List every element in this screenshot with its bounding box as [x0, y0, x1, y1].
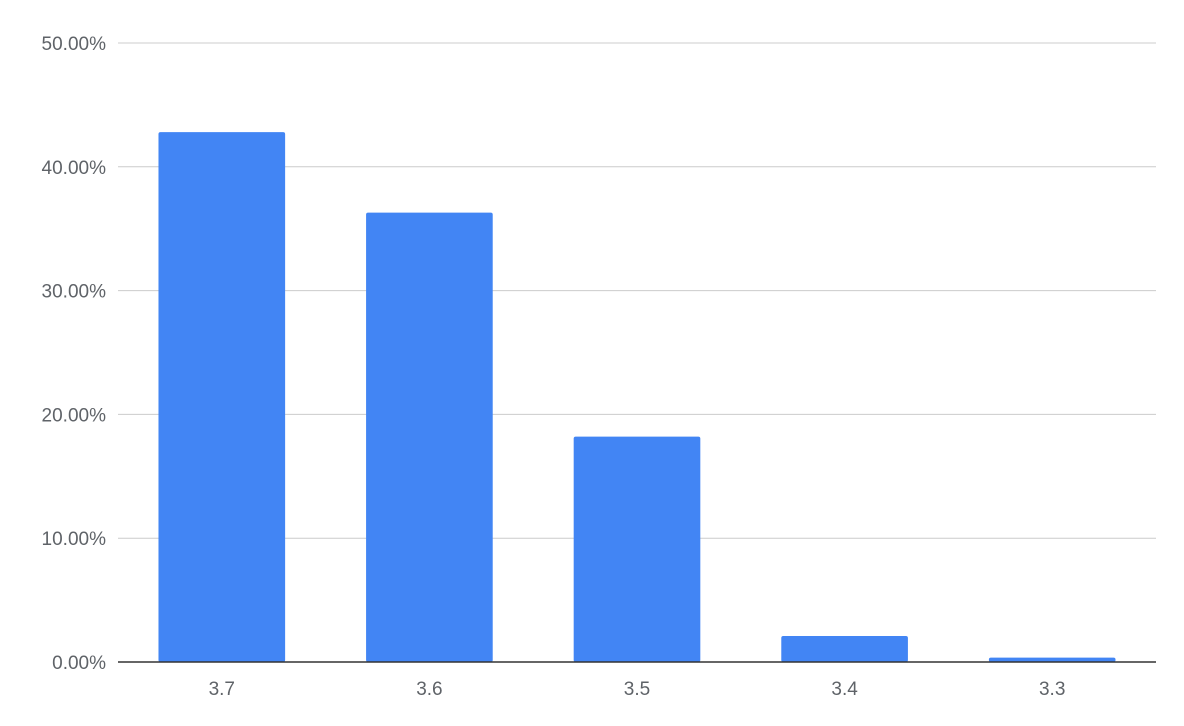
- y-tick-label: 30.00%: [42, 282, 107, 303]
- x-tick-label: 3.3: [1039, 679, 1065, 700]
- y-tick-label: 20.00%: [42, 405, 107, 426]
- bar-3-5: [573, 436, 701, 662]
- bar-3-6: [366, 212, 493, 662]
- x-tick-label: 3.5: [624, 679, 650, 700]
- bars: [158, 132, 1116, 663]
- bar-3-4: [781, 636, 908, 662]
- y-tick-label: 50.00%: [42, 34, 107, 55]
- bar-3-7: [158, 132, 286, 663]
- bar-3-3: [988, 657, 1116, 662]
- y-axis-tick-labels: 0.00% 10.00% 20.00% 30.00% 40.00% 50.00%: [42, 34, 107, 674]
- x-axis-tick-labels: 3.7 3.6 3.5 3.4 3.3: [209, 679, 1066, 700]
- x-tick-label: 3.7: [209, 679, 235, 700]
- gridlines: [118, 42, 1156, 539]
- y-tick-label: 0.00%: [52, 653, 106, 674]
- x-tick-label: 3.6: [416, 679, 442, 700]
- y-tick-label: 10.00%: [42, 529, 107, 550]
- y-tick-label: 40.00%: [42, 158, 107, 179]
- x-tick-label: 3.4: [831, 679, 858, 700]
